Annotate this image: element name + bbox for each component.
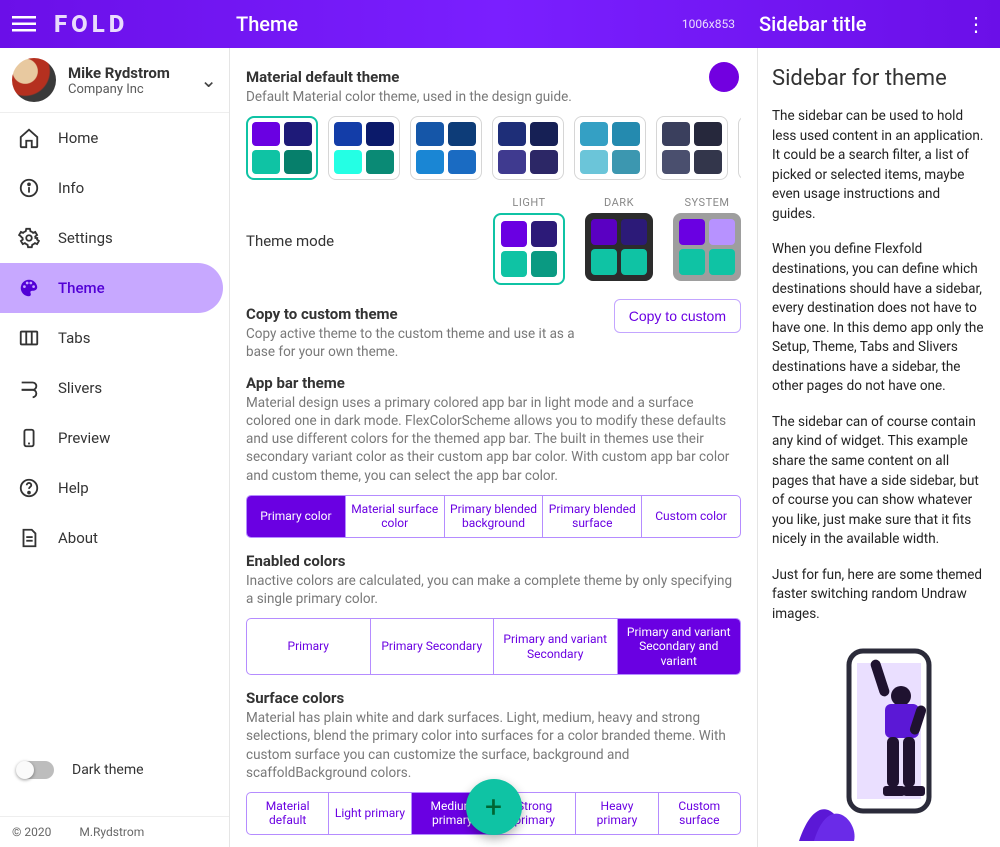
enabled-colors-title: Enabled colors bbox=[246, 552, 741, 570]
mode-title-dark: DARK bbox=[585, 196, 653, 209]
theme-swatch[interactable] bbox=[574, 116, 646, 180]
info-icon bbox=[18, 177, 40, 199]
theme-swatch[interactable] bbox=[738, 116, 741, 180]
nav-label: Slivers bbox=[58, 379, 102, 397]
settings-icon bbox=[18, 227, 40, 249]
theme-header-title: Material default theme bbox=[246, 68, 741, 86]
appbar-theme-option[interactable]: Material surface color bbox=[346, 496, 445, 537]
right-p2: When you define Flexfold destinations, y… bbox=[772, 240, 986, 397]
theme-mode-label: Theme mode bbox=[246, 232, 334, 250]
appbar-theme-option[interactable]: Primary blended surface bbox=[543, 496, 642, 537]
fab-add-button[interactable]: + bbox=[466, 779, 522, 835]
nav-item-preview[interactable]: Preview bbox=[0, 413, 229, 463]
nav-item-theme[interactable]: Theme bbox=[0, 263, 223, 313]
appbar-theme-option[interactable]: Primary color bbox=[247, 496, 346, 537]
theme-swatch[interactable] bbox=[246, 116, 318, 180]
about-icon bbox=[18, 527, 40, 549]
theme-mode-light[interactable] bbox=[493, 213, 565, 285]
footer-author: M.Rydstrom bbox=[79, 825, 144, 839]
appbar-theme-option[interactable]: Custom color bbox=[642, 496, 740, 537]
nav-item-tabs[interactable]: Tabs bbox=[0, 313, 229, 363]
appbar-theme-title: App bar theme bbox=[246, 374, 741, 392]
app-logo: FOLD bbox=[54, 10, 224, 38]
sidebar-title: Sidebar title bbox=[759, 12, 964, 36]
nav-label: Preview bbox=[58, 429, 110, 447]
nav-item-settings[interactable]: Settings bbox=[0, 213, 229, 263]
user-company: Company Inc bbox=[68, 82, 170, 97]
enabled-colors-subtitle: Inactive colors are calculated, you can … bbox=[246, 572, 741, 608]
appbar-theme-option[interactable]: Primary blended background bbox=[445, 496, 544, 537]
nav-label: Info bbox=[58, 179, 84, 197]
nav-label: About bbox=[58, 529, 98, 547]
surface-colors-option[interactable]: Custom surface bbox=[659, 793, 740, 834]
right-p4: Just for fun, here are some themed faste… bbox=[772, 566, 986, 625]
copy-custom-subtitle: Copy active theme to the custom theme an… bbox=[246, 325, 598, 361]
viewport-dimensions: 1006x853 bbox=[682, 17, 735, 31]
page-title: Theme bbox=[236, 12, 298, 36]
enabled-colors-option[interactable]: Primary Secondary bbox=[371, 619, 495, 674]
phone-icon bbox=[18, 427, 40, 449]
copy-to-custom-button[interactable]: Copy to custom bbox=[614, 299, 741, 333]
user-name: Mike Rydstrom bbox=[68, 64, 170, 82]
dark-theme-toggle[interactable] bbox=[18, 761, 54, 779]
menu-button[interactable] bbox=[12, 12, 36, 36]
current-theme-swatch bbox=[709, 62, 739, 92]
chevron-down-icon: ⌄ bbox=[200, 68, 217, 92]
theme-mode-dark[interactable] bbox=[585, 213, 653, 281]
enabled-colors-option[interactable]: Primary bbox=[247, 619, 371, 674]
enabled-colors-option[interactable]: Primary and variant Secondary and varian… bbox=[618, 619, 741, 674]
nav-item-home[interactable]: Home bbox=[0, 112, 229, 163]
right-sidebar-heading: Sidebar for theme bbox=[772, 66, 986, 91]
help-icon bbox=[18, 477, 40, 499]
tabs-icon bbox=[18, 327, 40, 349]
theme-mode-system[interactable] bbox=[673, 213, 741, 281]
nav-label: Settings bbox=[58, 229, 113, 247]
slivers-icon bbox=[18, 377, 40, 399]
nav-item-help[interactable]: Help bbox=[0, 463, 229, 513]
overflow-menu-button[interactable]: ⋮ bbox=[964, 12, 988, 36]
theme-swatch[interactable] bbox=[656, 116, 728, 180]
right-p1: The sidebar can be used to hold less use… bbox=[772, 107, 986, 224]
theme-swatch[interactable] bbox=[328, 116, 400, 180]
nav-item-slivers[interactable]: Slivers bbox=[0, 363, 229, 413]
dark-theme-label: Dark theme bbox=[72, 762, 144, 778]
surface-colors-option[interactable]: Material default bbox=[247, 793, 329, 834]
theme-header-subtitle: Default Material color theme, used in th… bbox=[246, 88, 741, 106]
home-icon bbox=[18, 127, 40, 149]
appbar-theme-subtitle: Material design uses a primary colored a… bbox=[246, 394, 741, 485]
mode-title-light: LIGHT bbox=[493, 196, 565, 209]
surface-colors-option[interactable]: Heavy primary bbox=[576, 793, 658, 834]
surface-colors-option[interactable]: Light primary bbox=[329, 793, 411, 834]
nav-item-about[interactable]: About bbox=[0, 513, 229, 563]
surface-colors-subtitle: Material has plain white and dark surfac… bbox=[246, 709, 741, 782]
theme-swatch[interactable] bbox=[492, 116, 564, 180]
enabled-colors-option[interactable]: Primary and variant Secondary bbox=[494, 619, 618, 674]
avatar bbox=[12, 58, 56, 102]
illustration bbox=[772, 641, 986, 845]
copy-custom-title: Copy to custom theme bbox=[246, 305, 598, 323]
surface-colors-title: Surface colors bbox=[246, 689, 741, 707]
nav-label: Theme bbox=[58, 279, 105, 297]
palette-icon bbox=[18, 277, 40, 299]
nav-item-info[interactable]: Info bbox=[0, 163, 229, 213]
mode-title-system: SYSTEM bbox=[673, 196, 741, 209]
theme-swatch[interactable] bbox=[410, 116, 482, 180]
nav-label: Home bbox=[58, 129, 98, 147]
user-account-row[interactable]: Mike Rydstrom Company Inc ⌄ bbox=[0, 48, 229, 112]
nav-label: Tabs bbox=[58, 329, 90, 347]
nav-label: Help bbox=[58, 479, 89, 497]
footer-copyright: © 2020 bbox=[12, 825, 51, 839]
right-p3: The sidebar can of course contain any ki… bbox=[772, 413, 986, 550]
